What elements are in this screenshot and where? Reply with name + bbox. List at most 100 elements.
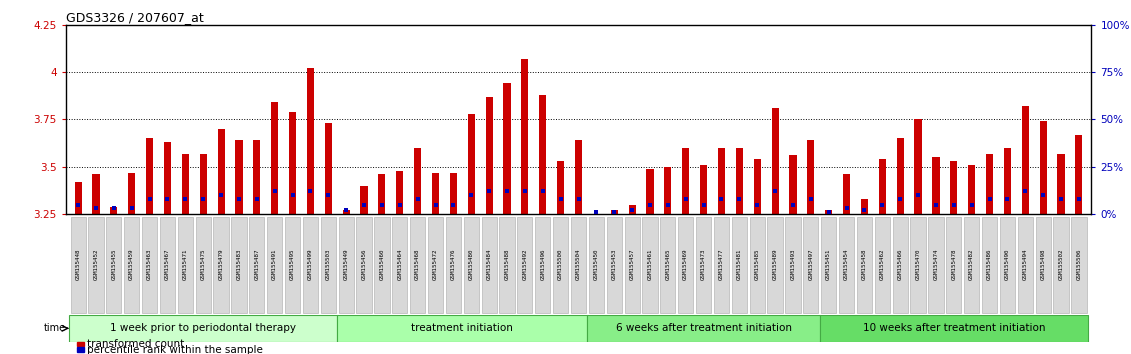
Text: GSM155466: GSM155466 bbox=[898, 249, 903, 280]
Text: GSM155457: GSM155457 bbox=[630, 249, 634, 280]
Bar bbox=[950, 161, 957, 214]
Text: GSM155476: GSM155476 bbox=[451, 249, 456, 280]
Bar bbox=[682, 148, 689, 214]
Text: GSM155488: GSM155488 bbox=[504, 249, 510, 280]
FancyBboxPatch shape bbox=[1000, 217, 1015, 313]
Bar bbox=[826, 210, 832, 214]
Bar bbox=[128, 172, 136, 214]
FancyBboxPatch shape bbox=[214, 217, 228, 313]
Text: GSM155471: GSM155471 bbox=[183, 249, 188, 280]
Text: GSM155460: GSM155460 bbox=[379, 249, 385, 280]
Text: GSM155496: GSM155496 bbox=[541, 249, 545, 280]
Text: GSM155503: GSM155503 bbox=[326, 249, 330, 280]
Text: GSM155489: GSM155489 bbox=[772, 249, 778, 280]
FancyBboxPatch shape bbox=[70, 217, 86, 313]
Bar bbox=[325, 123, 331, 214]
FancyBboxPatch shape bbox=[750, 217, 765, 313]
FancyBboxPatch shape bbox=[696, 217, 711, 313]
FancyBboxPatch shape bbox=[535, 217, 551, 313]
FancyBboxPatch shape bbox=[500, 217, 515, 313]
FancyBboxPatch shape bbox=[392, 217, 407, 313]
Bar bbox=[468, 114, 475, 214]
Bar bbox=[1021, 106, 1029, 214]
Text: 6 weeks after treatment initiation: 6 weeks after treatment initiation bbox=[615, 323, 792, 333]
FancyBboxPatch shape bbox=[803, 217, 819, 313]
FancyBboxPatch shape bbox=[839, 217, 854, 313]
Bar bbox=[503, 84, 510, 214]
Bar bbox=[808, 140, 814, 214]
Bar bbox=[897, 138, 904, 214]
Bar bbox=[271, 102, 278, 214]
Text: GSM155458: GSM155458 bbox=[862, 249, 867, 280]
FancyBboxPatch shape bbox=[356, 217, 372, 313]
Bar bbox=[986, 154, 993, 214]
FancyBboxPatch shape bbox=[428, 217, 443, 313]
Text: treatment initiation: treatment initiation bbox=[412, 323, 513, 333]
Text: GSM155465: GSM155465 bbox=[665, 249, 671, 280]
Text: GSM155467: GSM155467 bbox=[165, 249, 170, 280]
Text: GSM155495: GSM155495 bbox=[290, 249, 295, 280]
Bar bbox=[539, 95, 546, 214]
Text: GSM155492: GSM155492 bbox=[523, 249, 527, 280]
Text: 1 week prior to periodontal therapy: 1 week prior to periodontal therapy bbox=[110, 323, 296, 333]
Text: GSM155480: GSM155480 bbox=[468, 249, 474, 280]
Bar bbox=[343, 210, 349, 214]
Bar bbox=[664, 167, 672, 214]
Bar bbox=[521, 59, 528, 214]
Text: GSM155482: GSM155482 bbox=[969, 249, 974, 280]
FancyBboxPatch shape bbox=[285, 217, 300, 313]
Text: GSM155490: GSM155490 bbox=[1005, 249, 1010, 280]
Text: GSM155506: GSM155506 bbox=[1077, 249, 1081, 280]
FancyBboxPatch shape bbox=[321, 217, 336, 313]
Text: transformed count: transformed count bbox=[87, 339, 184, 349]
FancyBboxPatch shape bbox=[337, 315, 587, 342]
Bar bbox=[753, 159, 761, 214]
Text: GSM155451: GSM155451 bbox=[827, 249, 831, 280]
Text: GSM155502: GSM155502 bbox=[1059, 249, 1063, 280]
FancyBboxPatch shape bbox=[303, 217, 318, 313]
FancyBboxPatch shape bbox=[267, 217, 283, 313]
FancyBboxPatch shape bbox=[446, 217, 461, 313]
FancyBboxPatch shape bbox=[178, 217, 193, 313]
Text: GSM155500: GSM155500 bbox=[558, 249, 563, 280]
Bar bbox=[771, 108, 778, 214]
FancyBboxPatch shape bbox=[482, 217, 497, 313]
FancyBboxPatch shape bbox=[338, 217, 354, 313]
Bar bbox=[307, 68, 314, 214]
Bar bbox=[200, 154, 207, 214]
Text: GSM155470: GSM155470 bbox=[916, 249, 921, 280]
Bar bbox=[736, 148, 743, 214]
FancyBboxPatch shape bbox=[929, 217, 943, 313]
Text: GDS3326 / 207607_at: GDS3326 / 207607_at bbox=[66, 11, 204, 24]
FancyBboxPatch shape bbox=[88, 217, 104, 313]
FancyBboxPatch shape bbox=[661, 217, 675, 313]
FancyBboxPatch shape bbox=[820, 315, 1088, 342]
Bar bbox=[164, 142, 171, 214]
Bar bbox=[432, 172, 439, 214]
Text: GSM155485: GSM155485 bbox=[754, 249, 760, 280]
FancyBboxPatch shape bbox=[571, 217, 586, 313]
Text: GSM155448: GSM155448 bbox=[76, 249, 80, 280]
Bar bbox=[611, 210, 618, 214]
FancyBboxPatch shape bbox=[768, 217, 783, 313]
FancyBboxPatch shape bbox=[106, 217, 121, 313]
Text: GSM155473: GSM155473 bbox=[701, 249, 706, 280]
FancyBboxPatch shape bbox=[606, 217, 622, 313]
Bar bbox=[968, 165, 975, 214]
Bar bbox=[182, 154, 189, 214]
Bar bbox=[217, 129, 225, 214]
Bar bbox=[1076, 135, 1082, 214]
FancyBboxPatch shape bbox=[589, 217, 604, 313]
Text: GSM155499: GSM155499 bbox=[308, 249, 313, 280]
Text: GSM155491: GSM155491 bbox=[273, 249, 277, 280]
Text: percentile rank within the sample: percentile rank within the sample bbox=[87, 345, 262, 354]
Bar bbox=[450, 172, 457, 214]
FancyBboxPatch shape bbox=[964, 217, 979, 313]
Text: GSM155487: GSM155487 bbox=[254, 249, 259, 280]
Text: GSM155504: GSM155504 bbox=[576, 249, 581, 280]
Text: GSM155452: GSM155452 bbox=[94, 249, 98, 280]
Text: GSM155484: GSM155484 bbox=[486, 249, 492, 280]
Bar bbox=[879, 159, 886, 214]
Text: GSM155468: GSM155468 bbox=[415, 249, 420, 280]
Text: GSM155493: GSM155493 bbox=[791, 249, 795, 280]
